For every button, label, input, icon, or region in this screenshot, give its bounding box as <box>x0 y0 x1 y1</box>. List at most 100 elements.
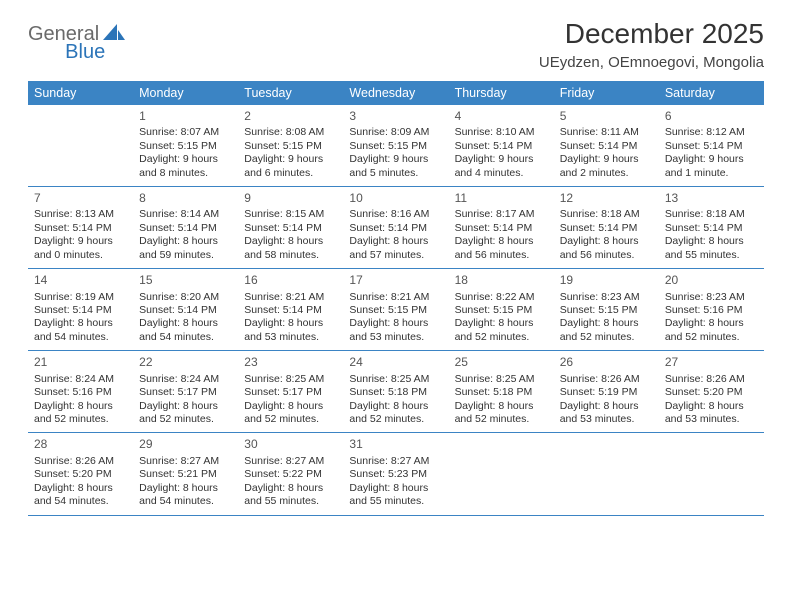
sunset-text: Sunset: 5:16 PM <box>34 386 127 399</box>
day-number: 5 <box>560 109 653 124</box>
daylight-text: Daylight: 8 hours and 57 minutes. <box>349 235 442 262</box>
day-cell: 23Sunrise: 8:25 AMSunset: 5:17 PMDayligh… <box>238 351 343 432</box>
sunset-text: Sunset: 5:20 PM <box>34 468 127 481</box>
day-cell: 18Sunrise: 8:22 AMSunset: 5:15 PMDayligh… <box>449 269 554 350</box>
sunrise-text: Sunrise: 8:10 AM <box>455 126 548 139</box>
day-number: 20 <box>665 273 758 288</box>
day-number: 14 <box>34 273 127 288</box>
day-cell: 1Sunrise: 8:07 AMSunset: 5:15 PMDaylight… <box>133 105 238 186</box>
sunrise-text: Sunrise: 8:14 AM <box>139 208 232 221</box>
day-cell: 21 Sunrise: 8:24 AMSunset: 5:16 PMDayligh… <box>28 351 133 432</box>
daylight-text: Daylight: 8 hours and 54 minutes. <box>139 482 232 509</box>
day-header-thursday: Thursday <box>449 81 554 105</box>
daylight-text: Daylight: 9 hours and 4 minutes. <box>455 153 548 180</box>
day-cell: 11Sunrise: 8:17 AMSunset: 5:14 PMDayligh… <box>449 187 554 268</box>
daylight-text: Daylight: 8 hours and 55 minutes. <box>349 482 442 509</box>
day-header-sunday: Sunday <box>28 81 133 105</box>
week-row: 14 Sunrise: 8:19 AM Sunset: 5:14 PM Dayligh… <box>28 269 764 351</box>
day-number: 13 <box>665 191 758 206</box>
sunrise-text: Sunrise: 8:18 AM <box>665 208 758 221</box>
day-header-row: Sunday Monday Tuesday Wednesday Thursday… <box>28 81 764 105</box>
daylight-text: Daylight: 8 hours and 52 minutes. <box>34 400 127 427</box>
day-cell <box>659 433 764 514</box>
sunset-text: Sunset: 5:18 PM <box>455 386 548 399</box>
day-number: 11 <box>455 191 548 206</box>
sunset-text: Sunset: 5:17 PM <box>139 386 232 399</box>
daylight-text: Daylight: 8 hours and 54 minutes. <box>34 317 127 344</box>
daylight-text: Daylight: 8 hours and 52 minutes. <box>560 317 653 344</box>
day-header-wednesday: Wednesday <box>343 81 448 105</box>
sunrise-text: Sunrise: 8:24 AM <box>139 373 232 386</box>
day-number: 6 <box>665 109 758 124</box>
daylight-text: Daylight: 8 hours and 52 minutes. <box>455 317 548 344</box>
day-number: 15 <box>139 273 232 288</box>
sunrise-text: Sunrise: 8:27 AM <box>349 455 442 468</box>
sunset-text: Sunset: 5:14 PM <box>244 222 337 235</box>
daylight-text: Daylight: 8 hours and 53 minutes. <box>349 317 442 344</box>
daylight-text: Daylight: 8 hours and 52 minutes. <box>349 400 442 427</box>
sunrise-text: Sunrise: 8:15 AM <box>244 208 337 221</box>
sunrise-text: Sunrise: 8:25 AM <box>244 373 337 386</box>
calendar-grid: Sunday Monday Tuesday Wednesday Thursday… <box>28 81 764 516</box>
logo-text-blue: Blue <box>65 41 105 64</box>
sunset-text: Sunset: 5:16 PM <box>665 304 758 317</box>
month-title: December 2025 <box>539 18 764 50</box>
sunset-text: Sunset: 5:14 PM <box>560 222 653 235</box>
day-number: 18 <box>455 273 548 288</box>
day-number: 9 <box>244 191 337 206</box>
daylight-text: Daylight: 8 hours and 55 minutes. <box>244 482 337 509</box>
sunset-text: Sunset: 5:20 PM <box>665 386 758 399</box>
day-number: 19 <box>560 273 653 288</box>
day-cell: 26Sunrise: 8:26 AMSunset: 5:19 PMDayligh… <box>554 351 659 432</box>
day-number: 7 <box>34 191 127 206</box>
day-cell: 29Sunrise: 8:27 AMSunset: 5:21 PMDayligh… <box>133 433 238 514</box>
sunrise-text: Sunrise: 8:17 AM <box>455 208 548 221</box>
sunset-text: Sunset: 5:15 PM <box>139 140 232 153</box>
daylight-text: Daylight: 8 hours and 56 minutes. <box>560 235 653 262</box>
sunrise-text: Sunrise: 8:08 AM <box>244 126 337 139</box>
sunset-text: Sunset: 5:21 PM <box>139 468 232 481</box>
sunset-text: Sunset: 5:15 PM <box>560 304 653 317</box>
sunset-text: Sunset: 5:19 PM <box>560 386 653 399</box>
day-number: 8 <box>139 191 232 206</box>
sunrise-text: Sunrise: 8:09 AM <box>349 126 442 139</box>
sunrise-text: Sunrise: 8:26 AM <box>560 373 653 386</box>
day-cell: 16Sunrise: 8:21 AMSunset: 5:14 PMDayligh… <box>238 269 343 350</box>
week-row: 21Sunrise: 8:24 AMSunset: 5:16 PMDayligh… <box>28 351 764 433</box>
sunset-text: Sunset: 5:14 PM <box>560 140 653 153</box>
sunset-text: Sunset: 5:14 PM <box>244 304 337 317</box>
sunrise-text: Sunrise: 8:26 AM <box>34 455 127 468</box>
day-number: 16 <box>244 273 337 288</box>
day-cell <box>28 105 133 186</box>
day-cell: 15Sunrise: 8:20 AMSunset: 5:14 PMDayligh… <box>133 269 238 350</box>
sunset-text: Sunset: 5:17 PM <box>244 386 337 399</box>
sunrise-text: Sunrise: 8:19 AM <box>34 291 127 304</box>
day-cell: 28Sunrise: 8:26 AMSunset: 5:20 PMDayligh… <box>28 433 133 514</box>
day-number: 17 <box>349 273 442 288</box>
sunset-text: Sunset: 5:14 PM <box>455 140 548 153</box>
daylight-text: Daylight: 8 hours and 55 minutes. <box>665 235 758 262</box>
sunrise-text: Sunrise: 8:23 AM <box>665 291 758 304</box>
week-row: 28Sunrise: 8:26 AMSunset: 5:20 PMDayligh… <box>28 433 764 515</box>
daylight-text: Daylight: 9 hours and 6 minutes. <box>244 153 337 180</box>
day-number: 2 <box>244 109 337 124</box>
header-row: General Blue December 2025 UEydzen, OEmn… <box>28 18 764 71</box>
title-block: December 2025 UEydzen, OEmnoegovi, Mongo… <box>539 18 764 71</box>
daylight-text: Daylight: 8 hours and 53 minutes. <box>665 400 758 427</box>
sunrise-text: Sunrise: 8:25 AM <box>455 373 548 386</box>
day-number: 21 <box>34 355 127 370</box>
sunrise-text: Sunrise: 8:25 AM <box>349 373 442 386</box>
sunrise-text: Sunrise: 8:12 AM <box>665 126 758 139</box>
sunset-text: Sunset: 5:14 PM <box>34 222 127 235</box>
sunrise-text: Sunrise: 8:24 AM <box>34 373 127 386</box>
sunrise-text: Sunrise: 8:07 AM <box>139 126 232 139</box>
sunset-text: Sunset: 5:14 PM <box>139 222 232 235</box>
daylight-text: Daylight: 8 hours and 52 minutes. <box>244 400 337 427</box>
day-number: 12 <box>560 191 653 206</box>
day-cell: 4Sunrise: 8:10 AMSunset: 5:14 PMDaylight… <box>449 105 554 186</box>
day-number: 29 <box>139 437 232 452</box>
sunset-text: Sunset: 5:15 PM <box>349 304 442 317</box>
sunset-text: Sunset: 5:14 PM <box>455 222 548 235</box>
daylight-text: Daylight: 8 hours and 54 minutes. <box>34 482 127 509</box>
daylight-text: Daylight: 8 hours and 54 minutes. <box>139 317 232 344</box>
